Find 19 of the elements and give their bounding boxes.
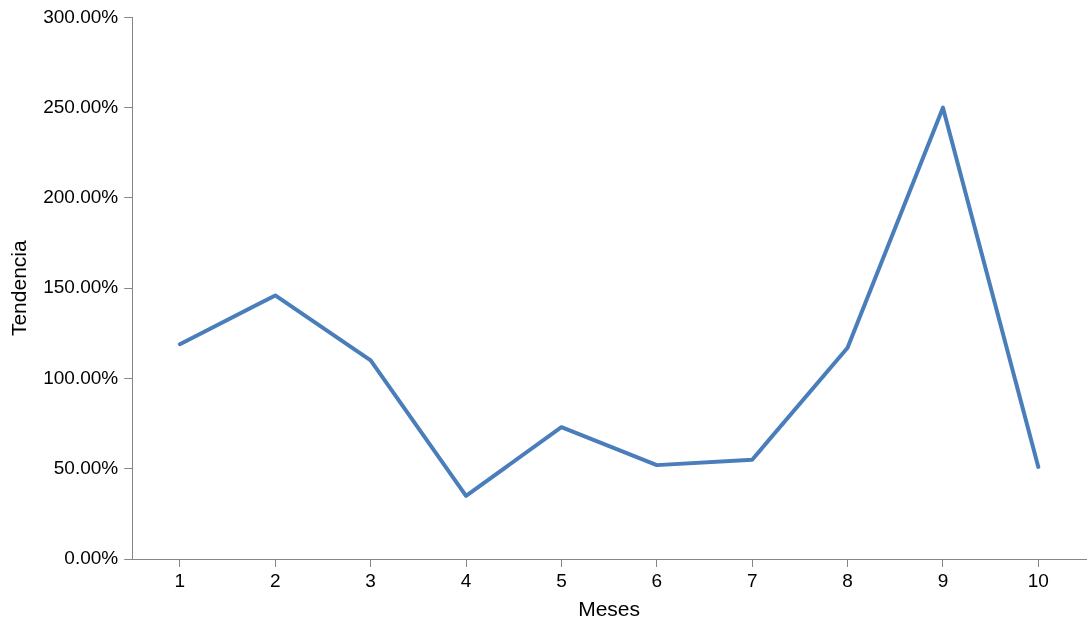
y-axis-title: Tendencia — [7, 240, 31, 337]
x-tick-label: 5 — [556, 569, 567, 591]
y-tick-label: 100.00% — [43, 366, 119, 388]
y-tick-label: 150.00% — [43, 276, 119, 298]
x-tick-label: 7 — [746, 569, 758, 591]
y-tick-label: 300.00% — [43, 5, 119, 27]
x-tick-label: 6 — [651, 569, 663, 591]
y-tick-label: 250.00% — [43, 95, 119, 117]
x-tick-label: 1 — [174, 569, 186, 591]
y-tick-label: 200.00% — [43, 186, 119, 208]
x-tick-label: 10 — [1027, 569, 1049, 591]
x-tick-label: 9 — [937, 569, 949, 591]
y-tick-label: 50.00% — [53, 456, 119, 478]
x-tick-label: 2 — [269, 569, 281, 591]
x-tick-label: 4 — [460, 569, 472, 591]
x-axis-title: Meses — [578, 597, 641, 621]
y-tick-label: 0.00% — [64, 547, 119, 569]
x-tick-label: 8 — [842, 569, 853, 591]
x-tick-label: 3 — [365, 569, 376, 591]
